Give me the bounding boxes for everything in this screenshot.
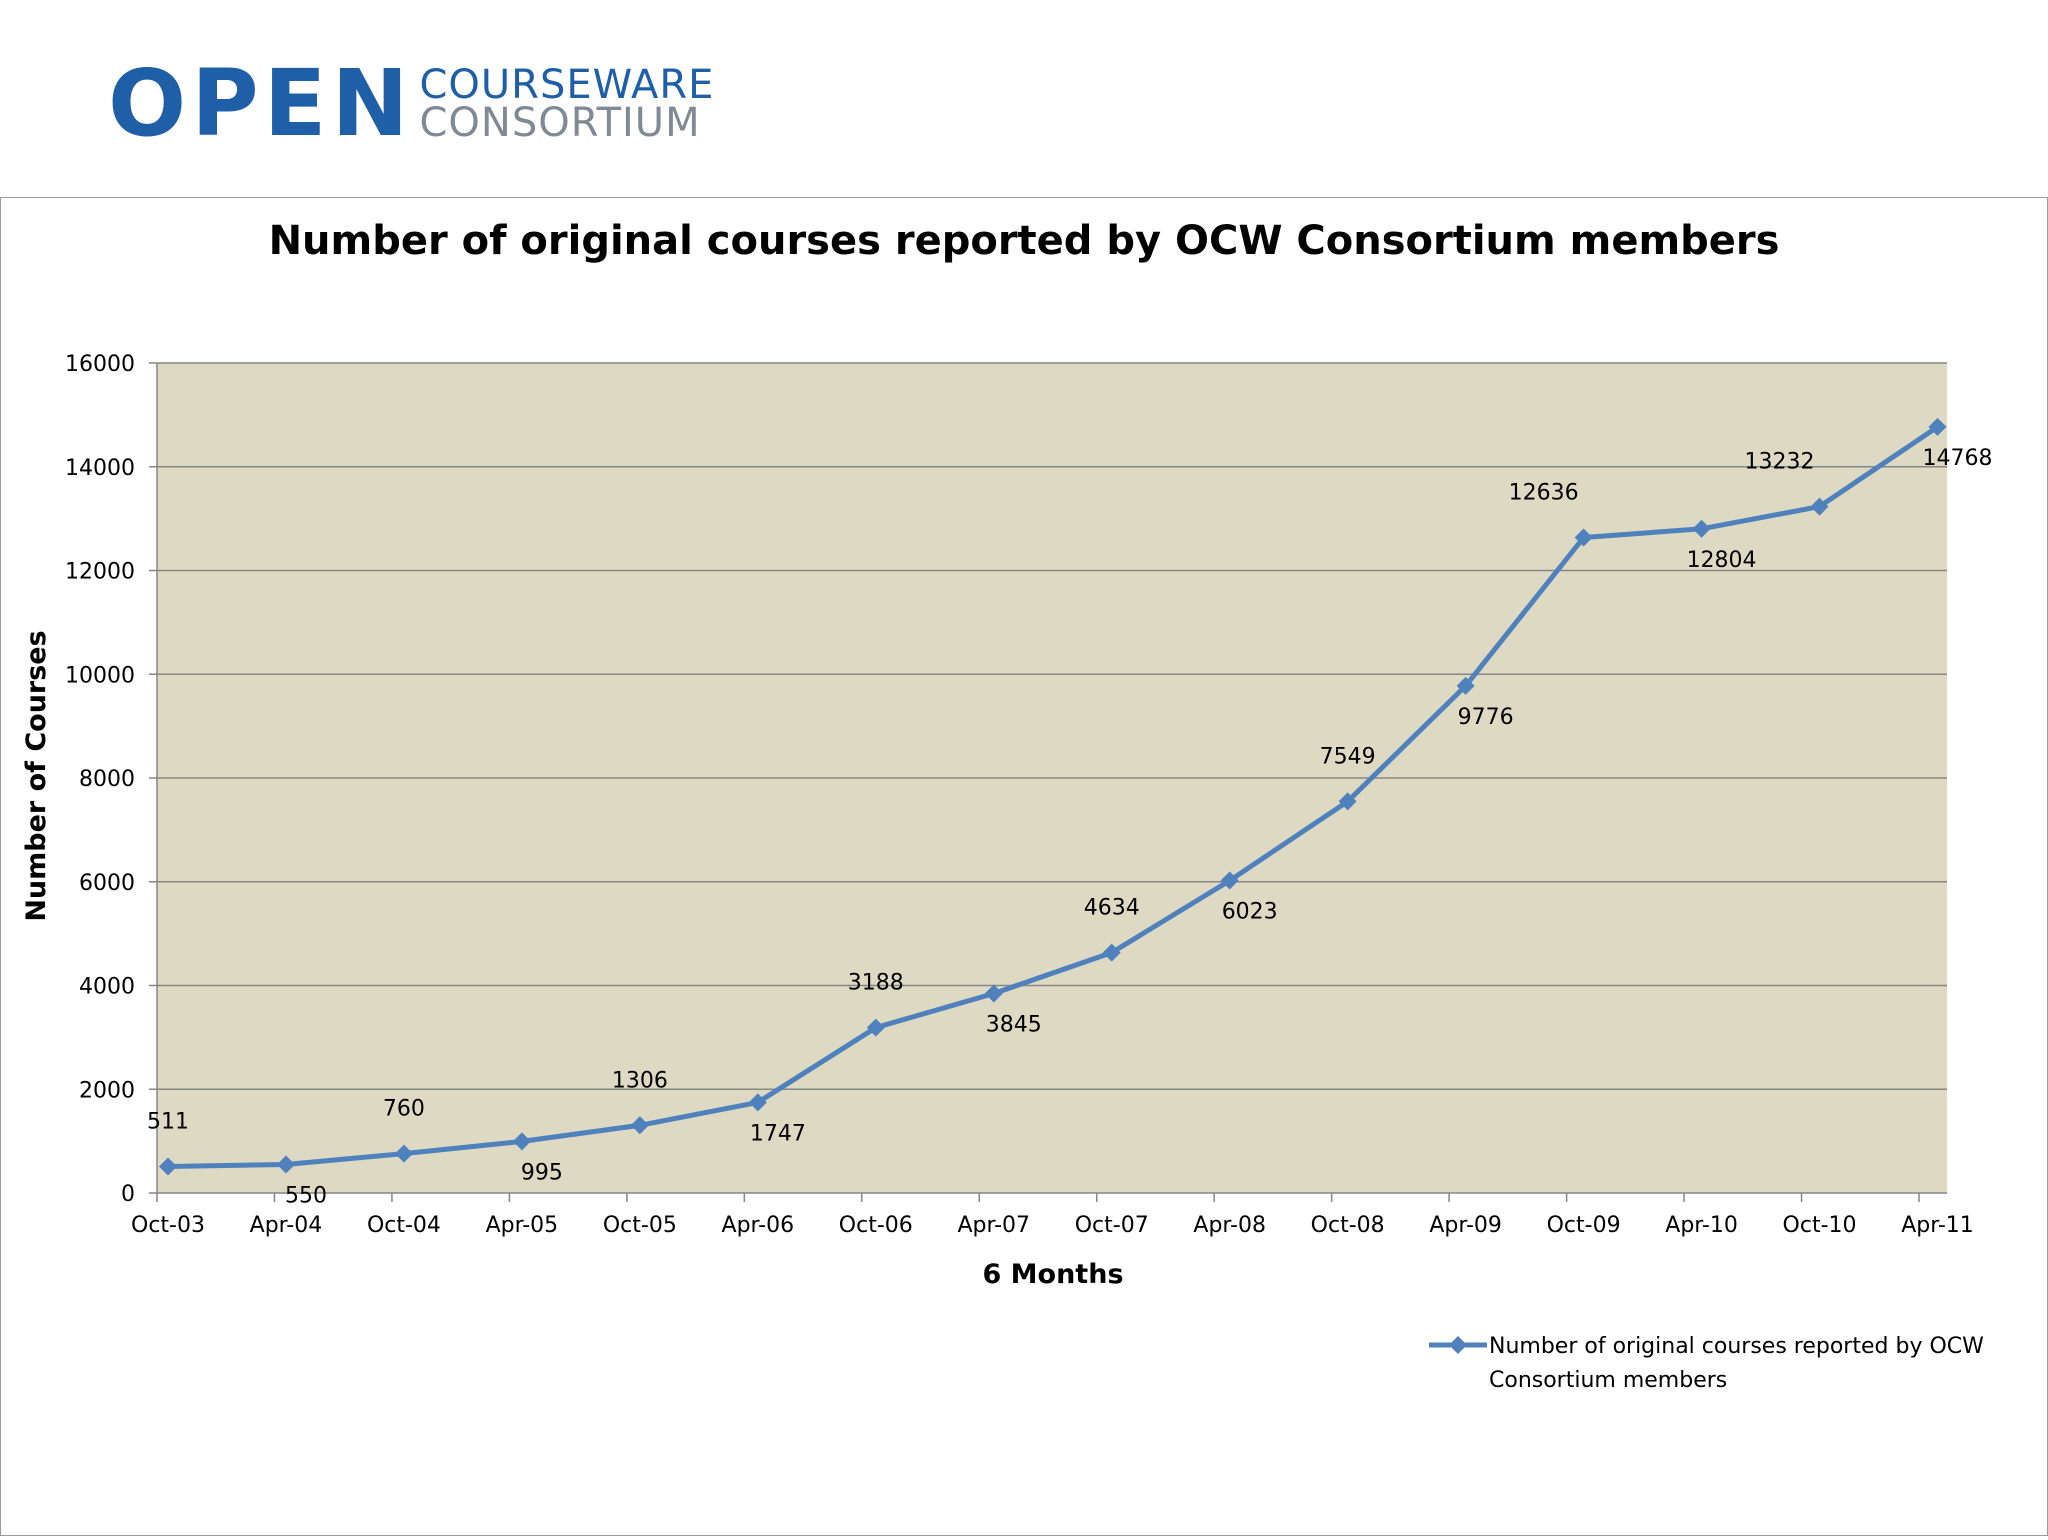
logo-open-word: OPEN bbox=[108, 50, 414, 157]
x-tick-label: Apr-10 bbox=[1665, 1213, 1738, 1238]
legend-marker bbox=[1449, 1336, 1467, 1354]
data-label: 6023 bbox=[1222, 900, 1278, 925]
data-labels: 511 550 760 995 1306 1747 3188 3845 4634 6023 7549… bbox=[147, 446, 1993, 1209]
data-label: 9776 bbox=[1458, 705, 1514, 730]
y-tick-label: 10000 bbox=[65, 663, 135, 688]
x-axis-title: 6 Months bbox=[982, 1259, 1123, 1290]
data-label: 760 bbox=[383, 1097, 425, 1122]
data-point-marker bbox=[1338, 792, 1357, 811]
x-tick-label: Apr-07 bbox=[957, 1213, 1030, 1238]
data-label: 4634 bbox=[1084, 896, 1140, 921]
x-tick-label: Apr-08 bbox=[1193, 1213, 1266, 1238]
data-label: 7549 bbox=[1320, 744, 1376, 769]
x-tick-label: Oct-09 bbox=[1547, 1213, 1621, 1238]
gridlines bbox=[157, 362, 1947, 1090]
chart-frame: Number of original courses reported by O… bbox=[0, 197, 2048, 1536]
data-label: 13232 bbox=[1745, 450, 1815, 475]
y-tick-label: 14000 bbox=[65, 456, 135, 481]
ocw-logo: OPEN COURSEWARE CONSORTIUM bbox=[108, 58, 714, 150]
logo-line-courseware: COURSEWARE bbox=[419, 62, 715, 108]
data-label: 550 bbox=[285, 1183, 327, 1208]
data-point-marker bbox=[1102, 943, 1121, 962]
data-series bbox=[159, 417, 1947, 1176]
x-tick-label: Oct-08 bbox=[1311, 1213, 1385, 1238]
logo-line-consortium: CONSORTIUM bbox=[419, 100, 701, 146]
data-label: 1306 bbox=[612, 1068, 668, 1093]
data-point-marker bbox=[159, 1157, 177, 1176]
data-label: 3845 bbox=[986, 1013, 1042, 1038]
x-tick-label: Apr-11 bbox=[1901, 1213, 1974, 1238]
data-label: 3188 bbox=[848, 971, 904, 996]
legend-label: Consortium members bbox=[1489, 1368, 1727, 1393]
data-point-marker bbox=[630, 1116, 649, 1135]
data-label: 511 bbox=[147, 1109, 189, 1134]
y-tick-label: 16000 bbox=[65, 352, 135, 377]
y-tick-label: 12000 bbox=[65, 560, 135, 585]
x-tick-label: Oct-05 bbox=[603, 1213, 677, 1238]
x-tick-label: Apr-09 bbox=[1429, 1213, 1502, 1238]
data-point-marker bbox=[1810, 497, 1829, 516]
x-tick-label: Oct-03 bbox=[131, 1213, 205, 1238]
y-axis-title: Number of Courses bbox=[21, 630, 52, 921]
data-point-marker bbox=[1692, 519, 1711, 538]
data-point-marker bbox=[1456, 676, 1475, 695]
y-axis-ticks: 0 2000 4000 6000 8000 10000 12000 14000 16000 bbox=[65, 352, 157, 1207]
legend-label: Number of original courses reported by O… bbox=[1489, 1334, 1984, 1359]
data-label: 1747 bbox=[750, 1121, 806, 1146]
x-tick-label: Oct-07 bbox=[1075, 1213, 1149, 1238]
x-tick-label: Oct-04 bbox=[367, 1213, 441, 1238]
data-point-marker bbox=[512, 1132, 531, 1151]
y-tick-label: 0 bbox=[121, 1182, 135, 1207]
data-point-marker bbox=[748, 1093, 767, 1112]
series-line bbox=[167, 424, 1939, 1169]
data-label: 12636 bbox=[1509, 481, 1579, 506]
data-point-marker bbox=[1928, 417, 1947, 436]
x-tick-label: Apr-05 bbox=[486, 1213, 559, 1238]
data-label: 14768 bbox=[1923, 446, 1993, 471]
y-tick-label: 8000 bbox=[79, 767, 135, 792]
logo-subtitle: COURSEWARE CONSORTIUM bbox=[419, 62, 715, 146]
data-label: 995 bbox=[521, 1160, 563, 1185]
x-tick-label: Apr-06 bbox=[722, 1213, 795, 1238]
chart-title: Number of original courses reported by O… bbox=[269, 218, 1780, 264]
data-point-marker bbox=[1574, 528, 1593, 547]
y-tick-label: 2000 bbox=[79, 1078, 135, 1103]
legend: Number of original courses reported by O… bbox=[1429, 1334, 1984, 1393]
data-point-marker bbox=[984, 984, 1003, 1003]
y-tick-label: 6000 bbox=[79, 871, 135, 896]
y-tick-label: 4000 bbox=[79, 975, 135, 1000]
data-point-marker bbox=[276, 1155, 295, 1174]
data-point-marker bbox=[866, 1018, 885, 1037]
x-tick-label: Apr-04 bbox=[250, 1213, 323, 1238]
data-point-marker bbox=[394, 1144, 413, 1163]
data-point-marker bbox=[1220, 871, 1239, 890]
x-tick-label: Oct-10 bbox=[1783, 1213, 1857, 1238]
x-tick-label: Oct-06 bbox=[839, 1213, 913, 1238]
x-axis-ticks: Oct-03 Apr-04 Oct-04 Apr-05 Oct-05 Apr-06 Oct-… bbox=[131, 1193, 1974, 1238]
line-chart: Number of original courses reported by O… bbox=[21, 218, 1993, 1393]
data-label: 12804 bbox=[1687, 548, 1757, 573]
